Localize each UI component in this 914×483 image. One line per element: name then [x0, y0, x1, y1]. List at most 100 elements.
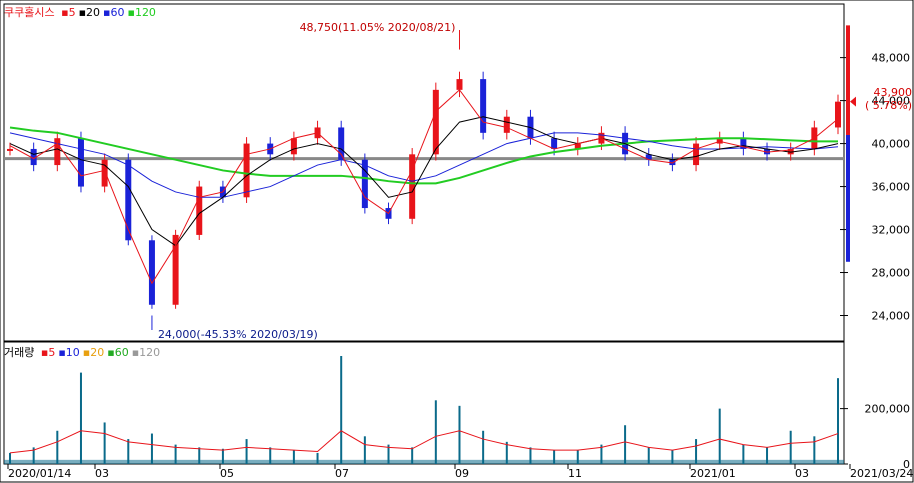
candle-body: [7, 148, 13, 151]
volume-bar: [340, 356, 343, 464]
volume-legend-5: ▪5: [40, 346, 56, 359]
price-legend-20: ▪20: [78, 6, 101, 19]
price-legend-5: ▪5: [61, 6, 76, 19]
volume-bar: [174, 444, 177, 464]
ma120-line: [9, 126, 838, 185]
volume-bar: [79, 372, 82, 464]
volume-bar: [718, 408, 721, 464]
last-price-tag: 43,900 ( 5.78%): [858, 86, 912, 112]
volume-bar: [458, 405, 461, 464]
volume-bar: [505, 441, 508, 464]
x-tick-label: 03: [95, 467, 109, 480]
volume-bar: [742, 444, 745, 464]
ma60-line: [9, 132, 839, 198]
volume-bar: [363, 436, 366, 464]
volume-bar: [411, 447, 414, 464]
volume-legend-60: ▪60: [107, 346, 129, 359]
volume-bar: [434, 400, 437, 464]
volume-bar: [624, 425, 627, 464]
x-tick-label: 2021/01: [690, 467, 736, 480]
candle-body: [290, 138, 297, 155]
candle-body: [101, 159, 108, 187]
volume-bar: [837, 378, 839, 464]
low-annotation: 24,000(-45.33% 2020/03/19): [158, 328, 318, 341]
candle-body: [432, 89, 439, 155]
price-y-tick-label: 36,000: [872, 181, 911, 194]
volume-bar: [103, 422, 106, 464]
candle-body: [30, 148, 37, 166]
volume-ma5-line: [9, 430, 839, 454]
volume-bar: [198, 447, 201, 464]
x-tick-label: 09: [455, 467, 469, 480]
volume-bar: [813, 436, 816, 464]
last-price-marker: [850, 96, 856, 107]
candle-body: [54, 138, 61, 166]
volume-bar: [9, 452, 11, 464]
price-ma-legend: ▪5 ▪20 ▪60 ▪120: [61, 6, 159, 19]
price-legend: 쿠쿠홀시스 ▪5 ▪20 ▪60 ▪120: [4, 7, 162, 19]
x-tick-label: 11: [568, 467, 582, 480]
volume-bar: [32, 447, 35, 464]
candle-body: [172, 234, 179, 305]
candle-body: [503, 116, 510, 133]
price-y-tick-label: 32,000: [872, 224, 911, 237]
volume-bar: [387, 444, 390, 464]
high-annotation: 48,750(11.05% 2020/08/21): [300, 21, 456, 34]
price-y-tick-label: 24,000: [872, 310, 911, 323]
candle-body: [740, 138, 747, 149]
candle-body: [764, 148, 771, 155]
candle-body: [196, 186, 203, 235]
candle-body: [835, 101, 841, 128]
candle-body: [125, 159, 132, 241]
volume-bar: [553, 450, 556, 464]
last-change: ( 5.78%): [864, 99, 912, 112]
range-bar-down: [846, 134, 850, 262]
volume-bar: [316, 452, 319, 464]
volume-y-tick-label: 200,000: [865, 403, 911, 416]
volume-bar: [576, 450, 579, 464]
volume-base-band: [4, 459, 844, 464]
candle-body: [480, 79, 487, 133]
candle-body: [693, 143, 700, 166]
stock-name: 쿠쿠홀시스: [4, 6, 55, 19]
volume-legend-120: ▪120: [131, 346, 161, 359]
last-price: 43,900: [873, 86, 913, 99]
candle-body: [338, 127, 345, 160]
volume-bar: [671, 450, 674, 464]
ma5-line: [9, 89, 839, 285]
candle-body: [574, 143, 581, 149]
candle-body: [409, 154, 416, 219]
candle-body: [243, 143, 250, 198]
volume-title: 거래량: [4, 346, 35, 359]
volume-bar: [482, 430, 485, 464]
volume-bar: [292, 450, 295, 464]
candle-body: [456, 79, 463, 90]
price-y-tick-label: 44,000: [872, 95, 911, 108]
candle-body: [361, 159, 368, 209]
candle-body: [645, 154, 652, 160]
candle-body: [787, 148, 794, 155]
volume-bar: [269, 447, 272, 464]
volume-y-tick-label: 0: [903, 458, 910, 471]
volume-bar: [695, 439, 698, 464]
x-tick-label: 2021/03/24: [850, 467, 913, 480]
price-panel-frame: [3, 3, 845, 342]
volume-legend-10: ▪10: [58, 346, 80, 359]
volume-legend-20: ▪20: [82, 346, 105, 359]
ma20-line: [9, 116, 839, 247]
volume-bar: [647, 447, 650, 464]
volume-bar: [789, 430, 792, 464]
volume-bar: [766, 447, 769, 464]
volume-legend: 거래량 ▪5 ▪10 ▪20 ▪60 ▪120: [4, 347, 166, 359]
candle-body: [148, 240, 155, 305]
volume-bar: [127, 439, 130, 464]
x-tick-label: 03: [795, 467, 809, 480]
price-legend-120: ▪120: [127, 6, 156, 19]
price-y-tick-label: 28,000: [872, 267, 911, 280]
volume-bar: [600, 444, 603, 464]
candle-body: [716, 138, 723, 144]
volume-bar: [150, 433, 153, 464]
x-tick-label: 05: [220, 467, 234, 480]
volume-bar: [529, 447, 532, 464]
